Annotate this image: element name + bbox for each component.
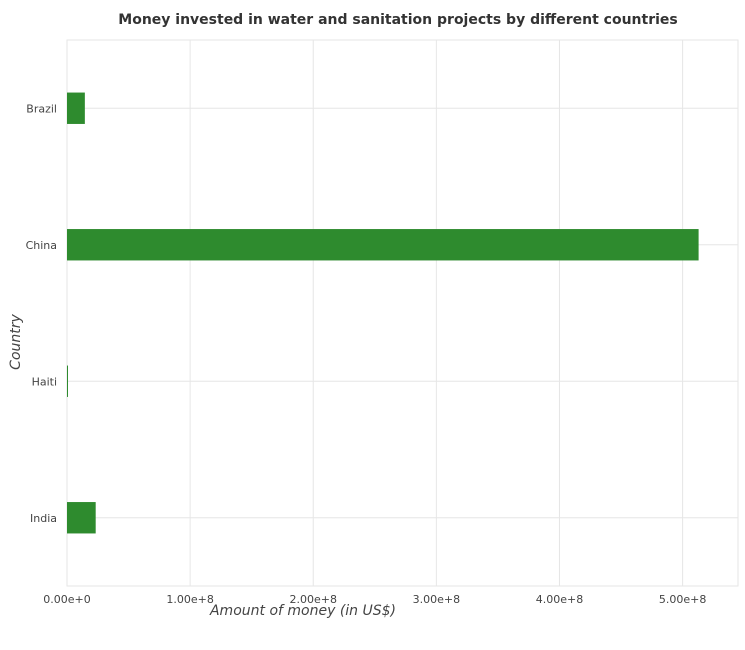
y-tick-labels: Brazil China Haiti India — [26, 102, 57, 525]
bars — [67, 92, 699, 534]
plot-area — [66, 39, 739, 587]
bar-brazil — [67, 92, 85, 124]
x-tick-labels: 0.00e+0 1.00e+8 2.00e+8 3.00e+8 4.00e+8 5.00e… — [43, 593, 706, 606]
y-tick-label: China — [26, 239, 57, 252]
x-tick-label: 3.00e+8 — [413, 593, 460, 606]
y-tick-label: Brazil — [26, 102, 57, 115]
x-tick-label: 1.00e+8 — [166, 593, 213, 606]
y-tick-label: India — [30, 512, 57, 525]
y-axis-label: Country — [8, 313, 24, 369]
x-tick-label: 4.00e+8 — [536, 593, 583, 606]
x-tick-label: 0.00e+0 — [43, 593, 90, 606]
y-tick-label: Haiti — [32, 375, 57, 388]
x-tick-label: 5.00e+8 — [659, 593, 706, 606]
bar-china — [67, 229, 699, 261]
bar-haiti — [67, 365, 68, 397]
x-tick-label: 2.00e+8 — [289, 593, 336, 606]
x-axis-label: Amount of money (in US$) — [209, 603, 396, 619]
chart-title: Money invested in water and sanitation p… — [118, 12, 677, 28]
grid — [66, 39, 739, 587]
bar-india — [67, 502, 96, 534]
